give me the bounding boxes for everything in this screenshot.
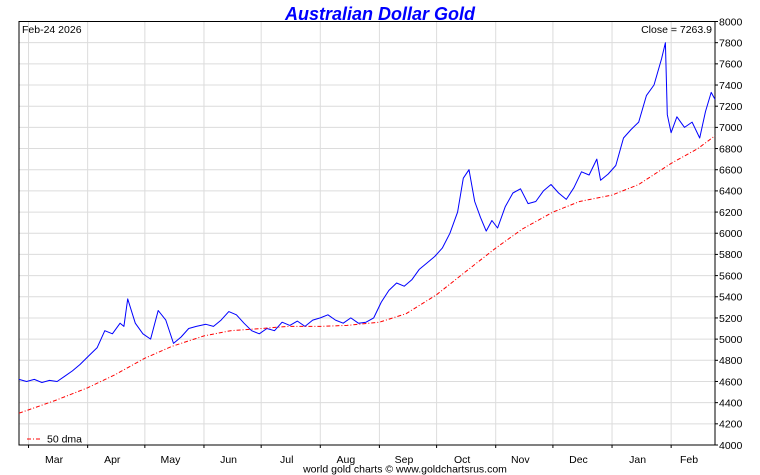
x-tick-label: Mar <box>45 454 64 466</box>
date-label: Feb-24 2026 <box>22 24 82 36</box>
y-tick-label: 8000 <box>719 16 743 28</box>
x-tick-label: Feb <box>680 454 698 466</box>
chart-title: Australian Dollar Gold <box>284 4 476 24</box>
footer-credit: world gold charts © www.goldchartsrus.co… <box>302 464 507 475</box>
y-tick-label: 6200 <box>719 207 743 219</box>
grid <box>19 21 715 446</box>
y-tick-label: 5400 <box>719 292 743 304</box>
x-tick-label: Sep <box>395 454 414 466</box>
y-tick-label: 4200 <box>719 419 743 431</box>
x-tick-label: Jun <box>220 454 237 466</box>
y-tick-label: 7800 <box>719 37 743 49</box>
y-tick-label: 5600 <box>719 270 743 282</box>
close-label: Close = 7263.9 <box>641 24 712 36</box>
x-tick-label: Apr <box>104 454 121 466</box>
y-tick-label: 7200 <box>719 101 743 113</box>
legend-label-50dma: 50 dma <box>47 434 82 446</box>
y-tick-label: 7000 <box>719 122 743 134</box>
x-tick-label: Jan <box>629 454 646 466</box>
y-tick-label: 6000 <box>719 228 743 240</box>
y-tick-label: 7400 <box>719 80 743 92</box>
x-axis: Mar Apr May Jun Jul Aug Sep Oct Nov Dec Jan Feb <box>28 445 698 466</box>
dma-50-line <box>18 135 716 414</box>
price-line <box>18 42 716 383</box>
x-tick-label: Dec <box>569 454 588 466</box>
legend: 50 dma <box>27 434 82 446</box>
y-tick-label: 5000 <box>719 334 743 346</box>
series-layer <box>18 42 716 414</box>
y-tick-label: 4800 <box>719 355 743 367</box>
y-tick-label: 6600 <box>719 165 743 177</box>
y-tick-label: 5800 <box>719 249 743 261</box>
y-axis: 4000 4200 4400 4600 4800 5000 5200 5400 5600 5800… <box>715 16 743 452</box>
y-tick-label: 4600 <box>719 376 743 388</box>
x-tick-label: Oct <box>454 454 470 466</box>
y-tick-label: 6800 <box>719 143 743 155</box>
x-tick-label: Aug <box>336 454 355 466</box>
y-tick-label: 7600 <box>719 59 743 71</box>
x-tick-label: Jul <box>280 454 293 466</box>
y-tick-label: 5200 <box>719 313 743 325</box>
x-tick-label: May <box>160 454 181 466</box>
y-tick-label: 6400 <box>719 186 743 198</box>
y-tick-label: 4000 <box>719 440 743 452</box>
x-tick-label: Nov <box>511 454 530 466</box>
y-tick-label: 4400 <box>719 397 743 409</box>
